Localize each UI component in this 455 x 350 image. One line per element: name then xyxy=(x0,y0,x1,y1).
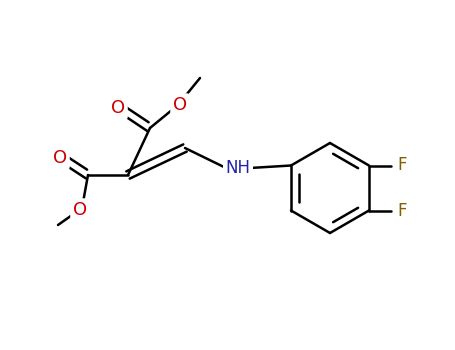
Text: O: O xyxy=(173,96,187,114)
Text: NH: NH xyxy=(226,159,251,177)
Text: O: O xyxy=(73,201,87,219)
Text: F: F xyxy=(397,156,407,175)
Text: O: O xyxy=(53,149,67,167)
Text: O: O xyxy=(111,99,125,117)
Text: F: F xyxy=(397,202,407,219)
